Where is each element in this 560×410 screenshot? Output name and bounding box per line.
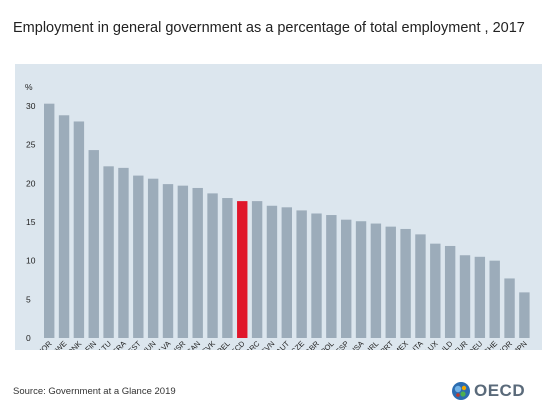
bar-ltu: [103, 166, 114, 338]
x-tick-label: GRC: [243, 339, 262, 350]
bar-nor: [44, 103, 55, 339]
bar-lva: [162, 184, 174, 338]
bar-dnk: [73, 121, 85, 338]
bar-isr: [177, 185, 189, 338]
y-tick-label: 25: [26, 140, 36, 150]
x-tick-label: SWE: [50, 339, 68, 350]
x-tick-label: KOR: [496, 339, 514, 350]
bar-lux: [430, 243, 441, 338]
y-tick-label: 20: [26, 178, 36, 188]
oecd-globe-icon: [452, 382, 470, 400]
bar-irl: [370, 223, 382, 338]
y-tick-label: 5: [26, 294, 31, 304]
bar-prt: [385, 226, 396, 338]
x-tick-label: DNK: [66, 339, 84, 350]
bar-mex: [400, 228, 411, 338]
bar-grc: [251, 201, 263, 338]
bar-svk: [207, 193, 218, 338]
bar-usa: [355, 221, 367, 338]
source-note: Source: Government at a Glance 2019: [13, 386, 176, 397]
x-tick-label: JPN: [512, 339, 528, 350]
x-tick-label: FIN: [83, 339, 98, 350]
bar-aut: [281, 207, 292, 338]
bar-deu: [474, 256, 486, 338]
bar-svn: [266, 205, 278, 338]
x-tick-label: AUT: [274, 339, 291, 350]
x-tick-label: LTU: [97, 339, 113, 350]
x-tick-label: NOR: [35, 339, 54, 350]
bar-hun: [147, 178, 159, 338]
x-tick-label: GBR: [303, 339, 321, 350]
oecd-logo-text: OECD: [474, 381, 526, 400]
x-tick-label: SVK: [200, 339, 217, 350]
y-tick-label: 15: [26, 217, 36, 227]
bar-fra: [118, 167, 129, 338]
bar-esp: [341, 219, 352, 338]
x-tick-label: USA: [348, 339, 365, 350]
bar-fin: [88, 150, 99, 338]
x-tick-label: ESP: [334, 339, 351, 350]
bar-can: [192, 187, 203, 338]
x-tick-label: CHE: [482, 339, 500, 350]
x-tick-label: DEU: [467, 339, 485, 350]
x-tick-label: LUX: [423, 339, 440, 350]
y-tick-label: 0: [26, 333, 31, 343]
x-tick-label: BEL: [215, 339, 231, 350]
x-tick-label: CZE: [289, 339, 306, 350]
bar-jpn: [519, 292, 530, 338]
bar-est: [133, 175, 144, 338]
y-tick-label: 10: [26, 256, 36, 266]
x-tick-label: MEX: [392, 339, 410, 350]
bar-gbr: [311, 213, 322, 338]
x-tick-label: LVA: [157, 339, 173, 350]
bar-bel: [222, 198, 233, 338]
y-tick-label: 30: [26, 101, 36, 111]
bar-ita: [415, 234, 426, 338]
x-tick-label: HUN: [140, 339, 158, 350]
x-tick-label: SVN: [259, 339, 276, 350]
bar-nld: [444, 245, 456, 338]
x-tick-label: PRT: [378, 339, 395, 350]
oecd-logo: OECD: [451, 380, 525, 402]
bar-pol: [326, 215, 337, 338]
x-tick-label: POL: [319, 339, 336, 350]
x-tick-label: NLD: [438, 339, 455, 350]
bar-tur: [459, 255, 471, 338]
x-tick-label: FRA: [111, 339, 128, 350]
chart-panel: % 0 5 10 15 20 25 30 NOR SWE DNK FIN LTU FRA EST HUN LVA…: [15, 64, 542, 361]
bar-cze: [296, 210, 307, 338]
y-axis-unit-label: %: [25, 82, 33, 92]
x-tick-label: TUR: [452, 339, 470, 350]
chart-title: Employment in general government as a pe…: [13, 20, 525, 36]
bar-kor: [504, 278, 515, 338]
bar-che: [489, 260, 500, 338]
x-tick-label: EST: [126, 339, 143, 350]
x-tick-label: CAN: [185, 339, 203, 350]
bar-swe: [58, 115, 70, 338]
bar-highlight-oecd: [237, 201, 248, 338]
